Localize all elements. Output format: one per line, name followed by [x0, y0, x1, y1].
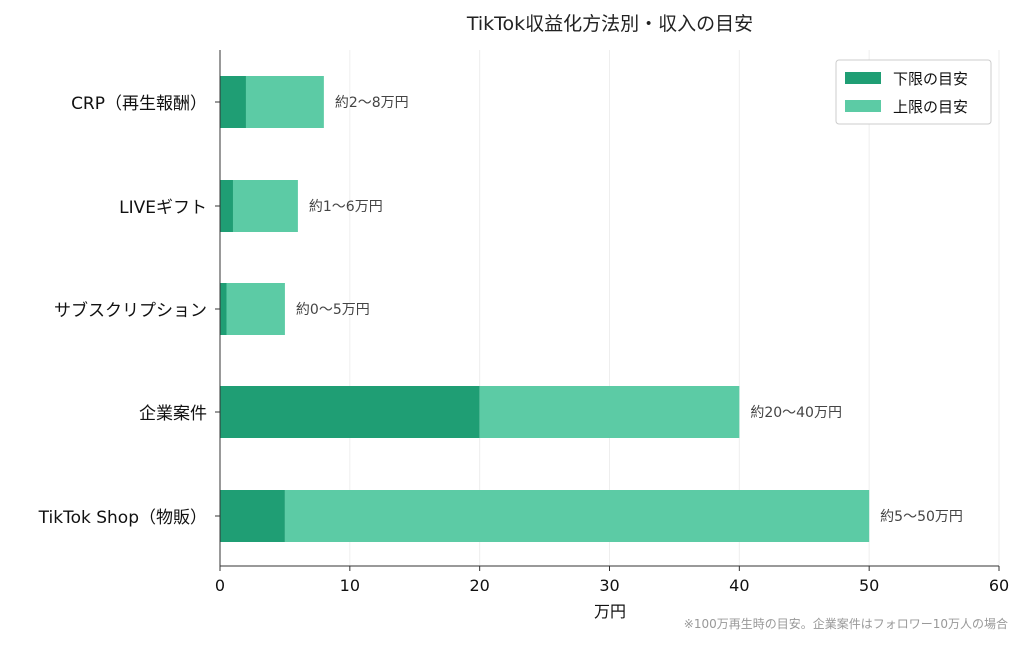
y-tick-label: TikTok Shop（物販） [38, 508, 207, 528]
bar-upper [232, 180, 298, 232]
y-tick-label: LIVEギフト [119, 198, 207, 218]
data-label: 約0〜5万円 [296, 302, 370, 318]
bar-upper [245, 76, 324, 128]
legend-label: 下限の目安 [893, 70, 968, 88]
bar-lower [220, 490, 285, 542]
chart-title: TikTok収益化方法別・収入の目安 [466, 13, 753, 35]
data-label: 約5〜50万円 [880, 509, 963, 525]
y-tick-label: 企業案件 [139, 404, 207, 424]
bar-upper [284, 490, 870, 542]
x-tick-label: 20 [469, 576, 489, 595]
bar-lower [220, 76, 246, 128]
data-label: 約1〜6万円 [309, 199, 383, 215]
legend-label: 上限の目安 [893, 98, 968, 116]
data-label: 約20〜40万円 [750, 405, 842, 421]
x-axis-label: 万円 [594, 602, 626, 621]
bar-upper [479, 386, 740, 438]
x-tick-label: 0 [215, 576, 225, 595]
bar-upper [226, 283, 285, 335]
legend-swatch [845, 72, 881, 84]
footnote: ※100万再生時の目安。企業案件はフォロワー10万人の場合 [684, 616, 1008, 631]
x-tick-label: 60 [989, 576, 1009, 595]
legend-swatch [845, 100, 881, 112]
data-label: 約2〜8万円 [335, 95, 409, 111]
bar-lower [220, 180, 233, 232]
x-tick-label: 30 [599, 576, 619, 595]
y-tick-label: サブスクリプション [54, 300, 207, 321]
x-tick-label: 50 [859, 576, 879, 595]
x-tick-label: 10 [340, 576, 360, 595]
y-tick-label: CRP（再生報酬） [71, 94, 207, 114]
x-tick-label: 40 [729, 576, 749, 595]
bar-lower [220, 283, 227, 335]
bar-lower [220, 386, 480, 438]
